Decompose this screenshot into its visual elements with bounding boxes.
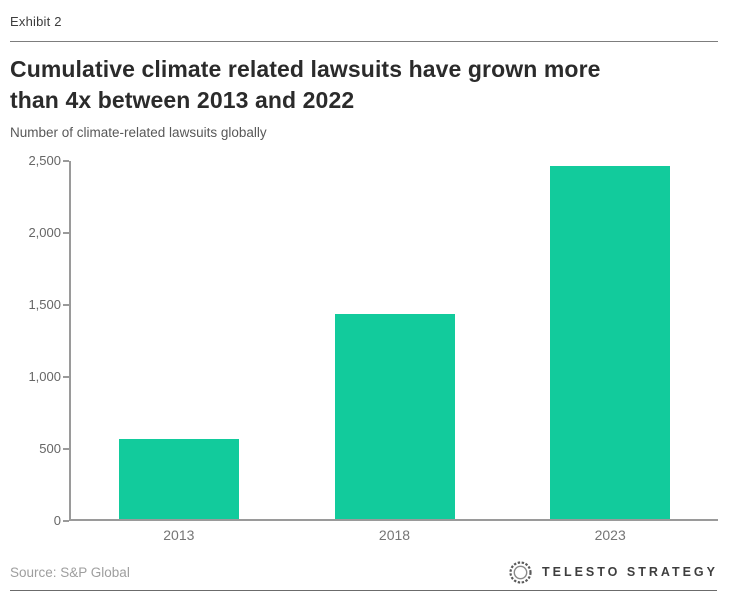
chart-footer: Source: S&P Global TELESTO STRATEGY <box>10 558 718 586</box>
y-axis-tick-mark <box>63 303 69 306</box>
x-axis-tick-label: 2023 <box>594 526 626 543</box>
y-axis-tick-mark <box>63 375 69 378</box>
bar-series: 2013 2018 2023 <box>71 161 718 543</box>
exhibit-label: Exhibit 2 <box>10 14 62 29</box>
page-title-line-1: Cumulative climate related lawsuits have… <box>10 56 601 82</box>
source-note: Source: S&P Global <box>10 564 130 580</box>
header-divider <box>10 41 718 42</box>
y-axis-tick-label: 1,000 <box>28 368 61 384</box>
chart-subtitle: Number of climate-related lawsuits globa… <box>10 124 267 140</box>
page-title-line-2: than 4x between 2013 and 2022 <box>10 86 355 113</box>
footer-divider <box>10 590 717 591</box>
y-axis-tick-label: 2,500 <box>28 152 61 168</box>
telesto-moon-icon <box>508 560 533 585</box>
y-axis-tick-label: 2,000 <box>28 224 61 240</box>
brand-logo: TELESTO STRATEGY <box>508 560 718 585</box>
bar-band-2018: 2018 <box>287 161 503 543</box>
y-axis-tick-mark <box>63 447 69 450</box>
y-axis-tick-mark <box>63 519 69 522</box>
bar-2013 <box>118 439 239 519</box>
bar-band-2023: 2023 <box>502 161 718 543</box>
x-axis-tick-label: 2018 <box>378 526 411 543</box>
y-axis-tick-mark <box>63 159 69 162</box>
y-axis-tick-label: 1,500 <box>28 296 61 312</box>
y-axis-tick-label: 0 <box>53 512 61 528</box>
brand-name: TELESTO STRATEGY <box>541 565 718 579</box>
bar-2018 <box>334 314 455 519</box>
x-axis-tick-label: 2013 <box>163 526 195 543</box>
y-axis-tick-label: 500 <box>39 440 61 456</box>
plot-area: 2013 2018 2023 0 500 1,000 1,500 2,000 2,500 <box>28 153 718 543</box>
page-title: Cumulative climate related lawsuits have… <box>10 54 718 116</box>
y-axis-tick-mark <box>63 231 69 234</box>
bar-chart: 2013 2018 2023 0 500 1,000 1,500 2,000 2,500 <box>10 144 718 548</box>
bar-2023 <box>550 165 671 519</box>
bar-band-2013: 2013 <box>71 161 287 543</box>
